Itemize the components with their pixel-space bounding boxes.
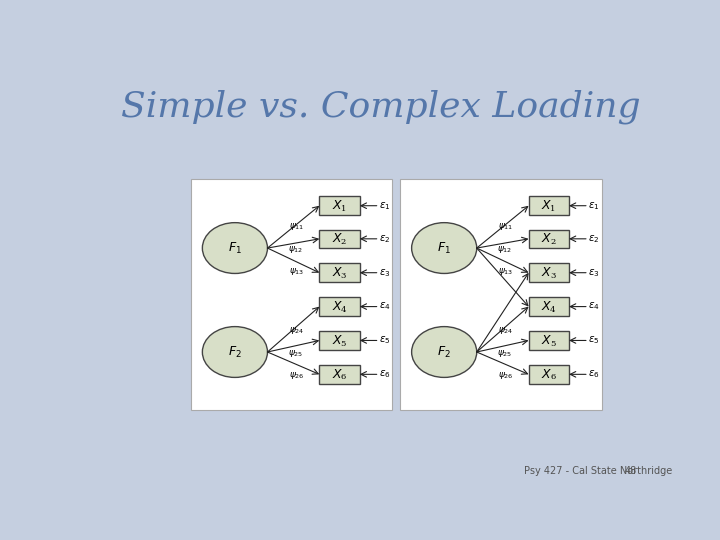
Text: $\psi_{24}$: $\psi_{24}$: [498, 325, 514, 336]
Text: $F_2$: $F_2$: [437, 345, 451, 360]
Text: $X$: $X$: [332, 266, 343, 279]
Text: $X$: $X$: [332, 232, 343, 245]
Text: Psy 427 - Cal State Northridge: Psy 427 - Cal State Northridge: [524, 465, 672, 476]
Bar: [320, 230, 360, 248]
Bar: [320, 264, 360, 282]
Text: $X$: $X$: [332, 300, 343, 313]
Text: $\psi_{24}$: $\psi_{24}$: [289, 325, 305, 336]
Text: $\varepsilon_{4}$: $\varepsilon_{4}$: [379, 301, 390, 313]
Bar: [528, 298, 569, 316]
Text: $X$: $X$: [541, 232, 552, 245]
Text: $X$: $X$: [332, 368, 343, 381]
Bar: [528, 365, 569, 383]
Bar: [528, 264, 569, 282]
Text: $\varepsilon_{2}$: $\varepsilon_{2}$: [379, 233, 390, 245]
Bar: [528, 197, 569, 215]
Bar: [320, 197, 360, 215]
Text: 48: 48: [625, 465, 637, 476]
Text: $\psi_{12}$: $\psi_{12}$: [497, 244, 513, 255]
Text: $F_1$: $F_1$: [437, 240, 451, 255]
Text: 3: 3: [550, 272, 555, 280]
Bar: [191, 179, 392, 410]
Bar: [320, 298, 360, 316]
Text: $\psi_{25}$: $\psi_{25}$: [288, 348, 303, 359]
Text: 2: 2: [550, 238, 555, 246]
Ellipse shape: [412, 327, 477, 377]
Bar: [528, 230, 569, 248]
Text: Simple vs. Complex Loading: Simple vs. Complex Loading: [121, 90, 641, 124]
Bar: [528, 331, 569, 350]
Text: 4: 4: [341, 306, 346, 314]
Text: $X$: $X$: [541, 300, 552, 313]
Text: $\psi_{12}$: $\psi_{12}$: [288, 244, 303, 255]
Ellipse shape: [202, 222, 267, 273]
Text: $X$: $X$: [541, 334, 552, 347]
Text: $\varepsilon_{3}$: $\varepsilon_{3}$: [588, 267, 600, 279]
Text: $\varepsilon_{1}$: $\varepsilon_{1}$: [588, 200, 600, 212]
Text: $X$: $X$: [541, 266, 552, 279]
Text: $\psi_{25}$: $\psi_{25}$: [497, 348, 513, 359]
Text: 4: 4: [550, 306, 555, 314]
Text: $\psi_{26}$: $\psi_{26}$: [498, 369, 514, 381]
Text: $\psi_{11}$: $\psi_{11}$: [498, 221, 514, 232]
Text: $\varepsilon_{5}$: $\varepsilon_{5}$: [379, 335, 390, 346]
Text: 1: 1: [341, 205, 346, 213]
Text: $\psi_{13}$: $\psi_{13}$: [289, 266, 305, 276]
Text: $\varepsilon_{1}$: $\varepsilon_{1}$: [379, 200, 390, 212]
Text: 2: 2: [341, 238, 346, 246]
Text: $X$: $X$: [541, 368, 552, 381]
Bar: [320, 365, 360, 383]
Bar: [320, 331, 360, 350]
Text: $X$: $X$: [332, 199, 343, 212]
Text: 1: 1: [550, 205, 555, 213]
Text: $\psi_{26}$: $\psi_{26}$: [289, 369, 305, 381]
Text: 5: 5: [341, 340, 346, 348]
Text: $X$: $X$: [541, 199, 552, 212]
Text: $X$: $X$: [332, 334, 343, 347]
Text: $\psi_{13}$: $\psi_{13}$: [498, 266, 514, 276]
Text: $\psi_{11}$: $\psi_{11}$: [289, 221, 305, 232]
Text: $\varepsilon_{6}$: $\varepsilon_{6}$: [588, 368, 600, 380]
Text: $\varepsilon_{4}$: $\varepsilon_{4}$: [588, 301, 600, 313]
Text: $\varepsilon_{5}$: $\varepsilon_{5}$: [588, 335, 600, 346]
Bar: [400, 179, 601, 410]
Text: $\varepsilon_{3}$: $\varepsilon_{3}$: [379, 267, 390, 279]
Text: $F_2$: $F_2$: [228, 345, 242, 360]
Text: 6: 6: [341, 374, 346, 381]
Ellipse shape: [202, 327, 267, 377]
Text: $F_1$: $F_1$: [228, 240, 242, 255]
Text: 3: 3: [341, 272, 346, 280]
Text: 6: 6: [550, 374, 555, 381]
Text: $\varepsilon_{2}$: $\varepsilon_{2}$: [588, 233, 600, 245]
Text: 5: 5: [550, 340, 555, 348]
Text: $\varepsilon_{6}$: $\varepsilon_{6}$: [379, 368, 390, 380]
Ellipse shape: [412, 222, 477, 273]
